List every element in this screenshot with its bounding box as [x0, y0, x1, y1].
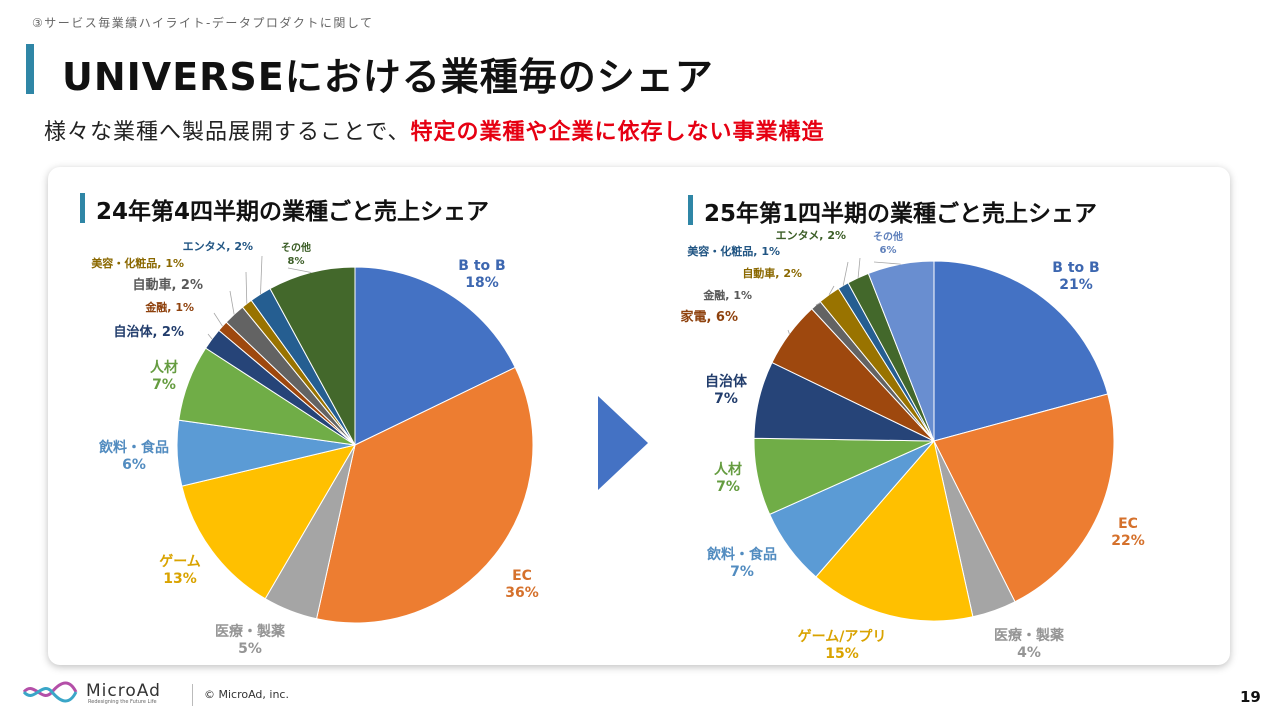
slice-percent: 36% [505, 585, 539, 601]
pie-slice [315, 366, 534, 624]
slice-label: エンタメ, 2% [183, 240, 253, 253]
leader-line [287, 267, 312, 273]
slice-label: 美容・化粧品, 1% [687, 244, 780, 258]
breadcrumb: ③サービス毎業績ハイライト-データプロダクトに関して [32, 16, 374, 30]
leader-line [260, 255, 263, 295]
leader-line [828, 285, 835, 295]
leader-line [213, 312, 223, 327]
slice-percent: 18% [465, 275, 499, 291]
slice-label: 医療・製薬 [215, 623, 285, 640]
chart-title-accent-left [80, 193, 85, 223]
chart-title-accent-right [688, 195, 693, 225]
leader-line [207, 333, 213, 340]
leader-line [229, 290, 235, 315]
slice-percent: 7% [714, 391, 738, 407]
page-number: 19 [1240, 688, 1261, 706]
microad-logo-icon [22, 681, 78, 703]
leader-line [857, 257, 861, 278]
slice-percent: 7% [716, 479, 740, 495]
slice-percent: 8% [288, 256, 305, 267]
slice-percent: 7% [730, 564, 754, 580]
slice-label: 金融, 1% [144, 300, 194, 314]
slice-percent: 15% [825, 646, 859, 662]
slice-label: 医療・製薬 [994, 627, 1064, 644]
subtitle-highlight: 特定の業種や企業に依存しない事業構造 [410, 120, 825, 145]
pie-slice [933, 260, 1109, 442]
page-subtitle: 様々な業種へ製品展開することで、特定の業種や企業に依存しない事業構造 [44, 114, 824, 146]
slice-label: 自治体, 2% [113, 324, 184, 340]
leader-line [245, 271, 248, 304]
slice-label: ゲーム/アプリ [798, 628, 887, 645]
slice-percent: 22% [1111, 533, 1145, 549]
leader-line [842, 261, 849, 286]
slice-label: B to B [1052, 260, 1099, 276]
slice-percent: 6% [880, 245, 897, 256]
copyright: © MicroAd, inc. [204, 688, 289, 701]
slice-percent: 4% [1017, 645, 1041, 661]
slice-percent: 21% [1059, 277, 1093, 293]
slice-label: EC [512, 568, 532, 584]
pie-slice [815, 439, 974, 622]
subtitle-plain: 様々な業種へ製品展開することで、 [44, 120, 411, 145]
pie-slice [933, 393, 1115, 603]
slice-label: 自動車, 2% [132, 277, 203, 293]
pie-slice [181, 444, 357, 600]
pie-slice [867, 260, 935, 442]
arrow-right-icon [598, 396, 648, 490]
slice-label: 自動車, 2% [742, 266, 802, 280]
pie-slice [354, 266, 516, 446]
leader-line [787, 329, 790, 334]
slice-label: 飲料・食品 [98, 439, 169, 456]
slice-label: EC [1118, 516, 1138, 532]
page-title: UNIVERSEにおける業種毎のシェア [62, 55, 714, 99]
pie-labels: B to B21%EC22%医療・製薬4%ゲーム/アプリ15%飲料・食品7%人材… [680, 229, 1144, 662]
slice-label: 家電, 6% [680, 309, 738, 325]
slice-percent: 13% [163, 571, 197, 587]
slice-label: 人材 [714, 461, 742, 478]
slice-label: その他 [873, 230, 903, 243]
slice-label: エンタメ, 2% [776, 229, 846, 242]
brand-tagline: Redesigning the Future Life [88, 699, 157, 705]
slice-label: 飲料・食品 [706, 546, 777, 563]
chart-title-q4: 24年第4四半期の業種ごと売上シェア [96, 199, 490, 225]
title-accent-bar [26, 44, 34, 94]
brand-name: MicroAd [86, 681, 161, 701]
slice-label: ゲーム [159, 553, 201, 570]
pie-slices [176, 266, 534, 624]
chart-title-q1: 25年第1四半期の業種ごと売上シェア [704, 201, 1098, 227]
slice-percent: 6% [122, 457, 146, 473]
pie-slices [753, 260, 1115, 622]
leader-line [815, 302, 821, 306]
slice-label: 人材 [150, 359, 178, 376]
slice-label: 金融, 1% [702, 288, 752, 302]
slice-label: B to B [458, 258, 505, 274]
slice-percent: 7% [152, 377, 176, 393]
slice-percent: 5% [238, 641, 262, 657]
slice-label: 自治体 [705, 373, 748, 390]
slice-label: 美容・化粧品, 1% [91, 256, 184, 270]
footer-divider [192, 684, 193, 706]
leader-line [873, 261, 901, 265]
slice-label: その他 [281, 241, 311, 254]
